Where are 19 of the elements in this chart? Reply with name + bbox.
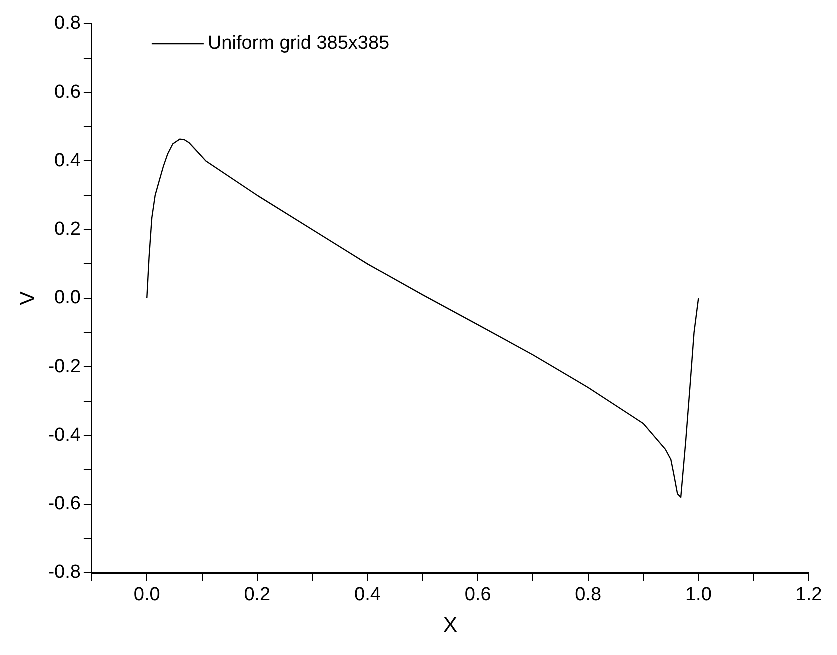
x-tick-label: 0.6 [464, 584, 492, 606]
x-tick-label: 1.0 [685, 584, 712, 606]
y-axis-title: V [16, 291, 40, 306]
legend-label: Uniform grid 385x385 [208, 33, 390, 54]
x-tick-label: 0.0 [134, 584, 160, 606]
x-tick-label: 1.2 [796, 584, 822, 606]
y-tick-label: 0.8 [54, 13, 81, 34]
x-tick-label: 0.4 [354, 584, 382, 606]
y-tick-label: 0.6 [54, 82, 81, 103]
y-tick-label: 0.2 [54, 219, 81, 240]
y-tick-label: -0.8 [48, 562, 81, 584]
y-tick-label: -0.4 [48, 424, 82, 446]
y-tick-label: -0.2 [48, 356, 81, 378]
y-tick-label: -0.6 [48, 494, 81, 515]
x-tick-label: 0.2 [244, 584, 271, 606]
y-tick-label: 0.4 [54, 150, 82, 172]
y-tick-label: 0.0 [54, 288, 81, 309]
x-axis-title: X [443, 614, 458, 638]
x-tick-label: 0.8 [575, 584, 602, 606]
